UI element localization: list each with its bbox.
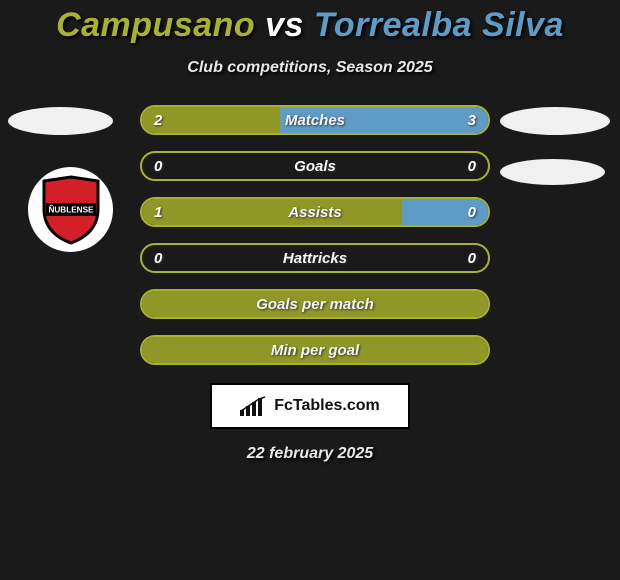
placeholder-oval: [500, 159, 605, 185]
title-player-a: Campusano: [56, 6, 255, 44]
stat-row: Goals per match: [140, 289, 490, 319]
team-badge: ÑUBLENSE: [28, 167, 113, 252]
stat-label: Goals: [142, 153, 488, 179]
stat-row: 00Goals: [140, 151, 490, 181]
stat-row: Min per goal: [140, 335, 490, 365]
placeholder-oval: [8, 107, 113, 135]
brand-text: FcTables.com: [274, 397, 380, 415]
brand-badge: FcTables.com: [210, 383, 410, 429]
signal-icon: [240, 396, 268, 416]
subtitle: Club competitions, Season 2025: [0, 59, 620, 77]
stat-row: 23Matches: [140, 105, 490, 135]
svg-text:ÑUBLENSE: ÑUBLENSE: [48, 204, 94, 214]
stat-label: Assists: [142, 199, 488, 225]
footer-date: 22 february 2025: [0, 445, 620, 463]
shield-icon: ÑUBLENSE: [40, 175, 102, 245]
stat-label: Hattricks: [142, 245, 488, 271]
stat-row: 10Assists: [140, 197, 490, 227]
placeholder-oval: [500, 107, 610, 135]
page-title: Campusano vs Torrealba Silva: [0, 0, 620, 45]
title-player-b: Torrealba Silva: [314, 6, 564, 44]
stats-rows: 23Matches 00Goals 10Assists 00Hattricks Goal…: [140, 105, 490, 381]
title-vs: vs: [265, 6, 304, 44]
stat-label: Matches: [142, 107, 488, 133]
stat-row: 00Hattricks: [140, 243, 490, 273]
stat-label: Min per goal: [142, 337, 488, 363]
stat-label: Goals per match: [142, 291, 488, 317]
